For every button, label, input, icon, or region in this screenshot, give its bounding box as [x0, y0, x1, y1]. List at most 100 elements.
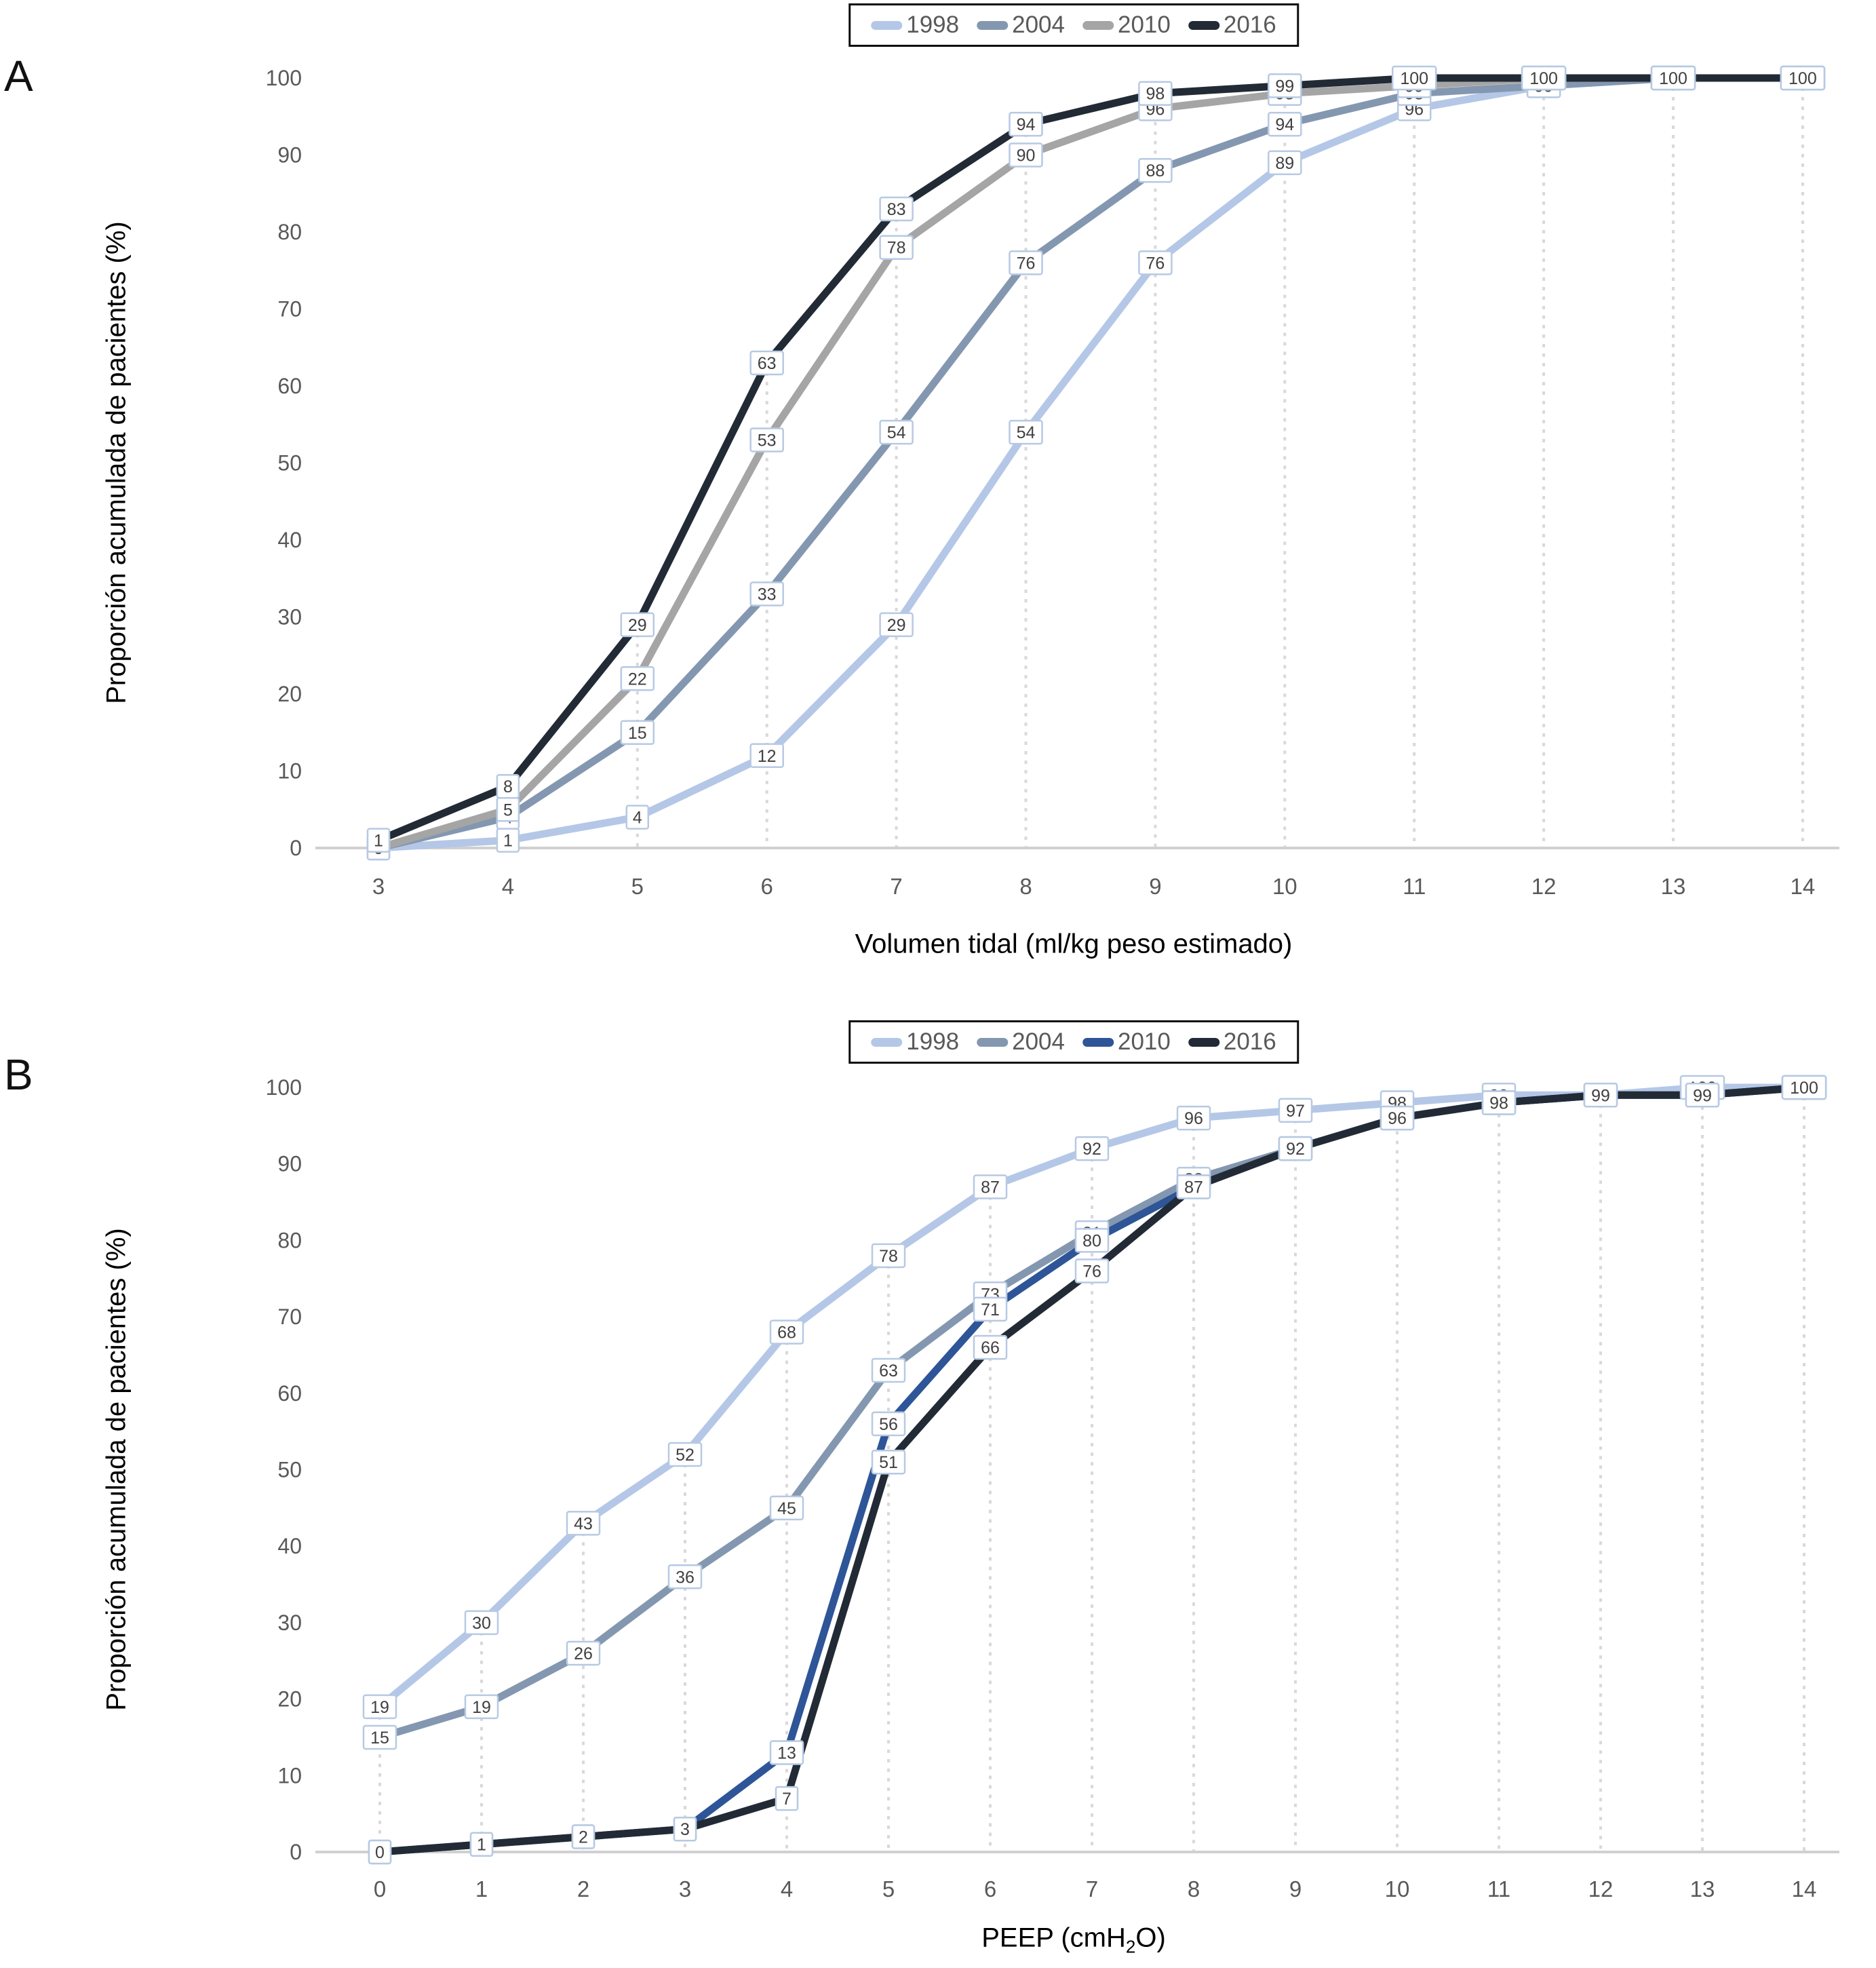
legend-label-2016: 2016 — [1223, 1028, 1276, 1055]
panel-a-data-label-box-2004 — [1138, 157, 1173, 183]
panel-b-data-label-2004: 45 — [777, 1499, 796, 1518]
panel-b-series-line-2016 — [376, 1083, 1808, 1856]
panel-a-data-label-2010: 78 — [887, 239, 906, 258]
legend-item-1998: 1998 — [871, 1028, 959, 1056]
panel-a-data-label-2004: 76 — [1017, 254, 1036, 273]
panel-b-data-label-2016: 3 — [680, 1820, 690, 1839]
panel-a-x-tick-label: 12 — [1531, 874, 1557, 899]
panel-b-data-label-box-1998 — [362, 1694, 397, 1720]
panel-b-data-label-box-2004 — [871, 1357, 906, 1383]
legend-swatch-1998 — [871, 1037, 903, 1047]
legend-label-2016: 2016 — [1223, 12, 1276, 38]
panel-a-data-label-1998: 89 — [1275, 154, 1294, 173]
panel-b-data-label-box-2016 — [1176, 1174, 1211, 1199]
panel-a-data-label-box-2010 — [749, 427, 784, 452]
panel-b-y-tick-label: 70 — [277, 1305, 302, 1329]
panel-b-data-label-box-2016 — [973, 1334, 1008, 1360]
panel-b-data-label-box-1998 — [769, 1319, 804, 1345]
legend-label-2010: 2010 — [1118, 1028, 1171, 1055]
panel-a-x-tick-label: 8 — [1019, 874, 1032, 899]
panel-b-y-tick-label: 40 — [277, 1534, 302, 1558]
panel-a-data-label-2010: 22 — [628, 670, 647, 689]
legend-swatch-2016 — [1188, 20, 1219, 30]
panel-a-data-label-2004: 94 — [1275, 115, 1294, 134]
panel-a-data-label-1998: 12 — [758, 747, 777, 766]
panel-a-data-label-box-1998 — [749, 743, 784, 769]
panel-b-data-label-2016: 66 — [981, 1338, 1000, 1357]
panel-a-data-label-2016: 29 — [628, 616, 647, 635]
panel-b-data-label-2010: 56 — [879, 1415, 898, 1434]
panel-b-data-label-2016: 76 — [1082, 1262, 1101, 1281]
panel-a-data-label-2016: 100 — [1789, 69, 1817, 88]
panel-a-x-tick-label: 10 — [1272, 874, 1297, 899]
panel-a-data-label-box-2016 — [1650, 65, 1696, 91]
panel-a-y-tick-label: 20 — [277, 682, 302, 706]
panel-b-x-tick-label: 11 — [1487, 1876, 1510, 1902]
panel-b-data-label-box-2004 — [464, 1694, 499, 1720]
panel-b-data-label-1998: 97 — [1286, 1102, 1305, 1121]
panel-a-data-label-2016: 100 — [1529, 69, 1558, 88]
panel-b-data-label-1998: 68 — [777, 1324, 796, 1343]
panel-b-y-tick-label: 100 — [266, 1075, 302, 1100]
panel-a-data-label-box-2016 — [1268, 73, 1302, 98]
panel-b-data-label-box-2016 — [775, 1786, 799, 1811]
panel-b-data-label-2004: 15 — [370, 1729, 389, 1748]
panel-a-data-label-2010: 53 — [758, 431, 777, 450]
panel-a-data-label-2016: 98 — [1146, 85, 1165, 104]
panel-b-data-label-1998: 87 — [981, 1178, 1000, 1197]
panel-a-y-tick-label: 60 — [277, 374, 302, 398]
legend-swatch-2004 — [977, 1037, 1009, 1047]
panel-b-data-label-box-2016 — [1074, 1258, 1110, 1284]
legend-item-2010: 2010 — [1082, 1028, 1171, 1056]
panel-b-data-label-1998: 92 — [1082, 1140, 1101, 1159]
panel-b-data-label-box-1998 — [871, 1243, 906, 1269]
panel-a-letter: A — [4, 52, 33, 100]
panel-b-x-axis-title: PEEP (cmH2O) — [981, 1923, 1166, 1958]
panel-a-data-label-box-2010 — [1009, 142, 1043, 168]
panel-a-x-tick-label: 6 — [761, 874, 773, 899]
panel-b-data-label-box-2004 — [362, 1724, 397, 1750]
panel-b-data-label-1998: 96 — [1184, 1109, 1203, 1128]
panel-b-x-tick-label: 0 — [374, 1876, 386, 1902]
panel-b-x-tick-label: 13 — [1690, 1876, 1715, 1902]
panel-b-y-tick-label: 10 — [277, 1763, 302, 1788]
panel-a-y-tick-label: 0 — [290, 836, 302, 860]
panel-a-data-label-1998: 54 — [1017, 423, 1036, 442]
panel-a-data-label-box-1998 — [1138, 250, 1173, 275]
panel-a-data-label-box-1998 — [625, 805, 650, 830]
panel-b-data-label-2016: 100 — [1790, 1079, 1818, 1098]
panel-a-x-tick-label: 7 — [890, 874, 902, 899]
panel-b-data-label-2016: 92 — [1286, 1140, 1305, 1159]
panel-b-data-label-2016: 0 — [375, 1843, 385, 1862]
panel-b-data-label-box-1998 — [1074, 1136, 1110, 1161]
panel-a-data-label-box-2016 — [1138, 81, 1173, 106]
panel-a-data-label-2016: 83 — [887, 200, 906, 219]
panel-b-data-label-1998: 30 — [472, 1614, 491, 1633]
panel-a-data-label-2004: 15 — [628, 724, 647, 743]
panel-b-data-label-2016: 2 — [579, 1828, 588, 1847]
panel-a-x-tick-label: 13 — [1661, 874, 1686, 899]
legend-item-2016: 2016 — [1188, 1028, 1276, 1056]
panel-a-data-label-box-2016 — [749, 350, 784, 376]
legend-item-2010: 2010 — [1082, 12, 1171, 39]
panel-a-data-label-1998: 4 — [633, 809, 642, 828]
legend-swatch-2016 — [1188, 1037, 1219, 1047]
panel-b-data-label-box-2016 — [1685, 1083, 1720, 1108]
panel-a-data-label-1998: 1 — [503, 832, 513, 851]
panel-a-data-label-box-2016 — [366, 828, 391, 853]
panel-b-series-line-2004 — [376, 1083, 1808, 1741]
panel-b-data-label-box-1998 — [464, 1610, 499, 1636]
panel-a-data-label-box-2016 — [620, 612, 655, 638]
panel-a-x-tick-label: 5 — [631, 874, 644, 899]
panel-a-data-label-2016: 94 — [1017, 115, 1036, 134]
legend-swatch-1998 — [871, 20, 903, 30]
panel-a-x-tick-label: 4 — [502, 874, 514, 899]
panel-b-data-label-2016: 96 — [1388, 1109, 1407, 1128]
panel-a-y-tick-label: 80 — [277, 220, 302, 244]
panel-b-data-label-box-2010 — [973, 1296, 1008, 1322]
panel-a-series-line-1998 — [374, 74, 1807, 852]
panel-b-x-tick-label: 5 — [882, 1876, 895, 1902]
legend-swatch-2010 — [1082, 1037, 1114, 1047]
panel-b-data-label-box-1998 — [973, 1174, 1008, 1199]
